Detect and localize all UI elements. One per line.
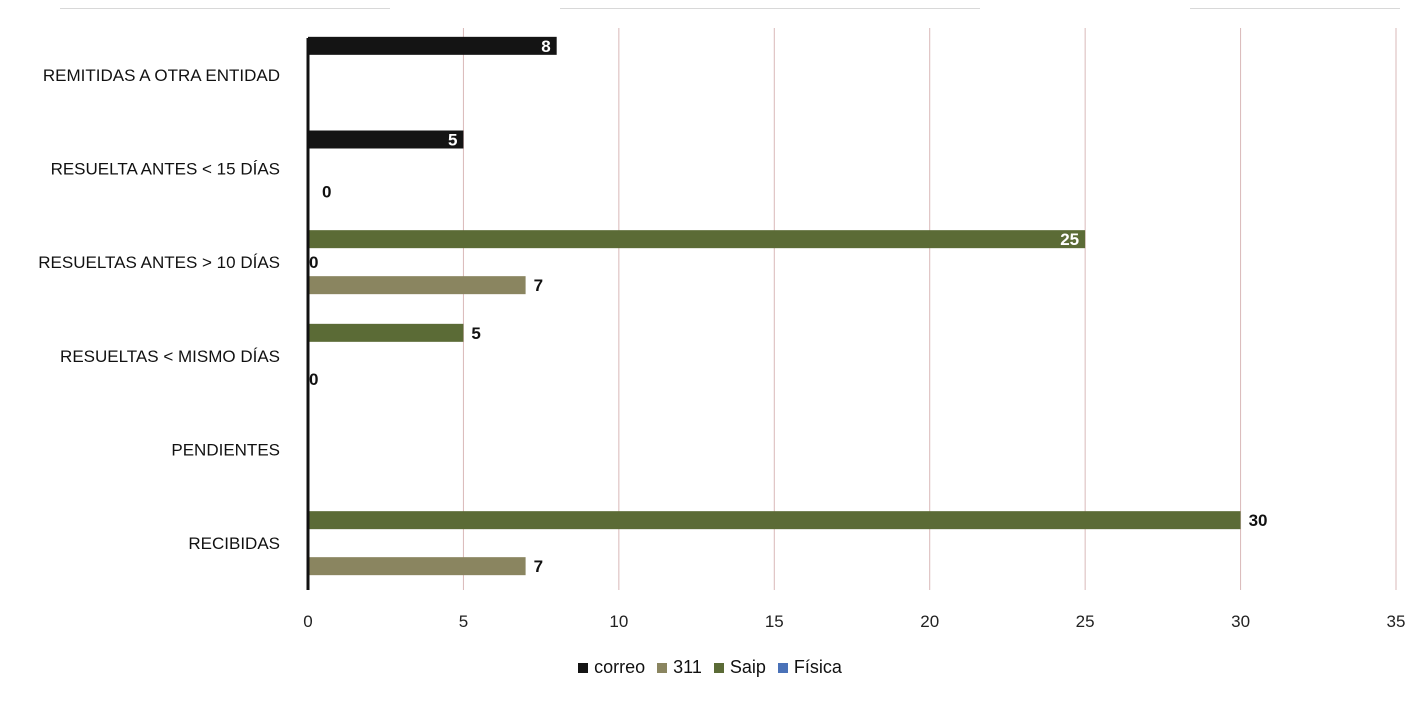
bar-Saip-6	[308, 511, 1241, 530]
category-label-5: PENDIENTES	[171, 441, 280, 460]
data-label-10: 7	[534, 557, 543, 576]
x-tick-label-10: 10	[609, 612, 628, 631]
top-rule-2	[560, 8, 980, 9]
data-label-2: 5	[448, 131, 457, 150]
x-tick-label-15: 15	[765, 612, 784, 631]
legend-item-4: Física	[777, 657, 842, 678]
category-label-4: RESUELTAS < MISMO DÍAS	[60, 347, 280, 366]
legend-label-4: Física	[793, 657, 842, 677]
x-tick-label-35: 35	[1387, 612, 1406, 631]
data-label-3: 0	[322, 183, 331, 202]
data-label-7: 5	[471, 324, 480, 343]
bar-correo-1	[308, 36, 557, 55]
top-rule-1	[60, 8, 390, 9]
bar-311-3	[308, 276, 526, 295]
legend-swatch-1	[578, 663, 589, 674]
data-label-6: 7	[534, 276, 543, 295]
legend-label-1: correo	[594, 657, 646, 677]
bar-correo-2	[308, 130, 464, 149]
category-label-6: RECIBIDAS	[188, 534, 280, 553]
top-rule-3	[1190, 8, 1400, 9]
bar-Saip-3	[308, 230, 1086, 249]
legend-swatch-2	[657, 663, 668, 674]
bar-311-6	[308, 557, 526, 576]
legend-label-3: Saip	[729, 657, 766, 677]
bar-Saip-4	[308, 323, 464, 342]
legend-item-1: correo	[578, 657, 645, 678]
data-label-4: 25	[1060, 230, 1079, 249]
legend-item-3: Saip	[713, 657, 766, 678]
data-label-5: 0	[309, 253, 318, 272]
data-label-8: 0	[309, 370, 318, 389]
category-label-1: REMITIDAS A OTRA ENTIDAD	[43, 66, 280, 85]
x-tick-label-25: 25	[1076, 612, 1095, 631]
category-label-3: RESUELTAS ANTES > 10 DÍAS	[38, 253, 280, 272]
x-tick-label-30: 30	[1231, 612, 1250, 631]
data-label-1: 8	[541, 37, 550, 56]
legend-swatch-4	[777, 663, 788, 674]
bar-chart: 0 5 10 15 20 25 30 35 REMITIDAS A OTRA ENTIDAD RE…	[38, 28, 1406, 631]
legend-swatch-3	[713, 663, 724, 674]
data-label-9: 30	[1249, 511, 1268, 530]
legend-label-2: 311	[673, 657, 702, 677]
legend-item-2: 311	[657, 657, 702, 678]
chart-legend: correo 311 Saip Física	[0, 657, 1420, 678]
x-tick-label-0: 0	[303, 612, 312, 631]
x-tick-label-20: 20	[920, 612, 939, 631]
x-tick-label-5: 5	[459, 612, 468, 631]
category-label-2: RESUELTA ANTES < 15 DÍAS	[51, 160, 280, 179]
